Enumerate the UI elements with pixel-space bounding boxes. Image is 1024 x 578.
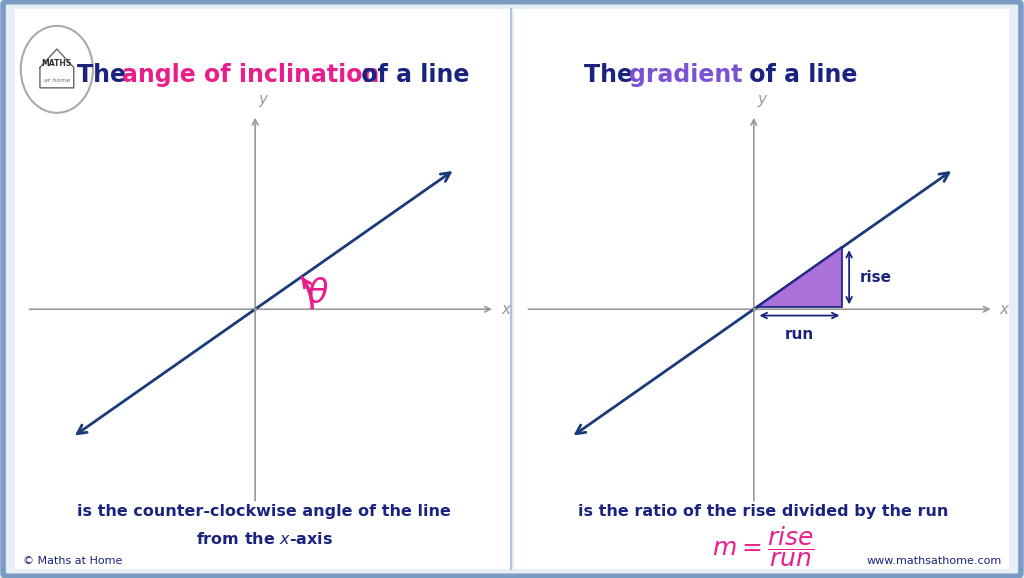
Text: $x$: $x$: [999, 302, 1011, 317]
Text: angle of inclination: angle of inclination: [122, 63, 379, 87]
Text: rise: rise: [859, 270, 892, 285]
Text: at home: at home: [44, 78, 70, 83]
Text: $y$: $y$: [258, 94, 269, 109]
Text: $m = \dfrac{rise}{run}$: $m = \dfrac{rise}{run}$: [712, 524, 814, 569]
Text: gradient: gradient: [629, 63, 742, 87]
Text: www.mathsathome.com: www.mathsathome.com: [866, 555, 1001, 566]
Text: is the counter-clockwise angle of the line: is the counter-clockwise angle of the li…: [77, 504, 452, 519]
Text: $y$: $y$: [757, 94, 768, 109]
Bar: [15, 9, 510, 569]
Text: © Maths at Home: © Maths at Home: [23, 555, 122, 566]
Text: of a line: of a line: [741, 63, 858, 87]
Text: The: The: [584, 63, 641, 87]
Bar: [514, 9, 1009, 569]
Polygon shape: [757, 247, 843, 307]
Circle shape: [20, 26, 93, 113]
Text: $x$: $x$: [501, 302, 512, 317]
Text: $\theta$: $\theta$: [307, 277, 329, 310]
Text: run: run: [784, 327, 814, 342]
Text: The: The: [77, 63, 134, 87]
Text: is the ratio of the rise divided by the run: is the ratio of the rise divided by the …: [578, 504, 948, 519]
Text: from the $x$-axis: from the $x$-axis: [196, 531, 333, 547]
Text: MATHS: MATHS: [42, 60, 72, 68]
Text: of a line: of a line: [353, 63, 470, 87]
